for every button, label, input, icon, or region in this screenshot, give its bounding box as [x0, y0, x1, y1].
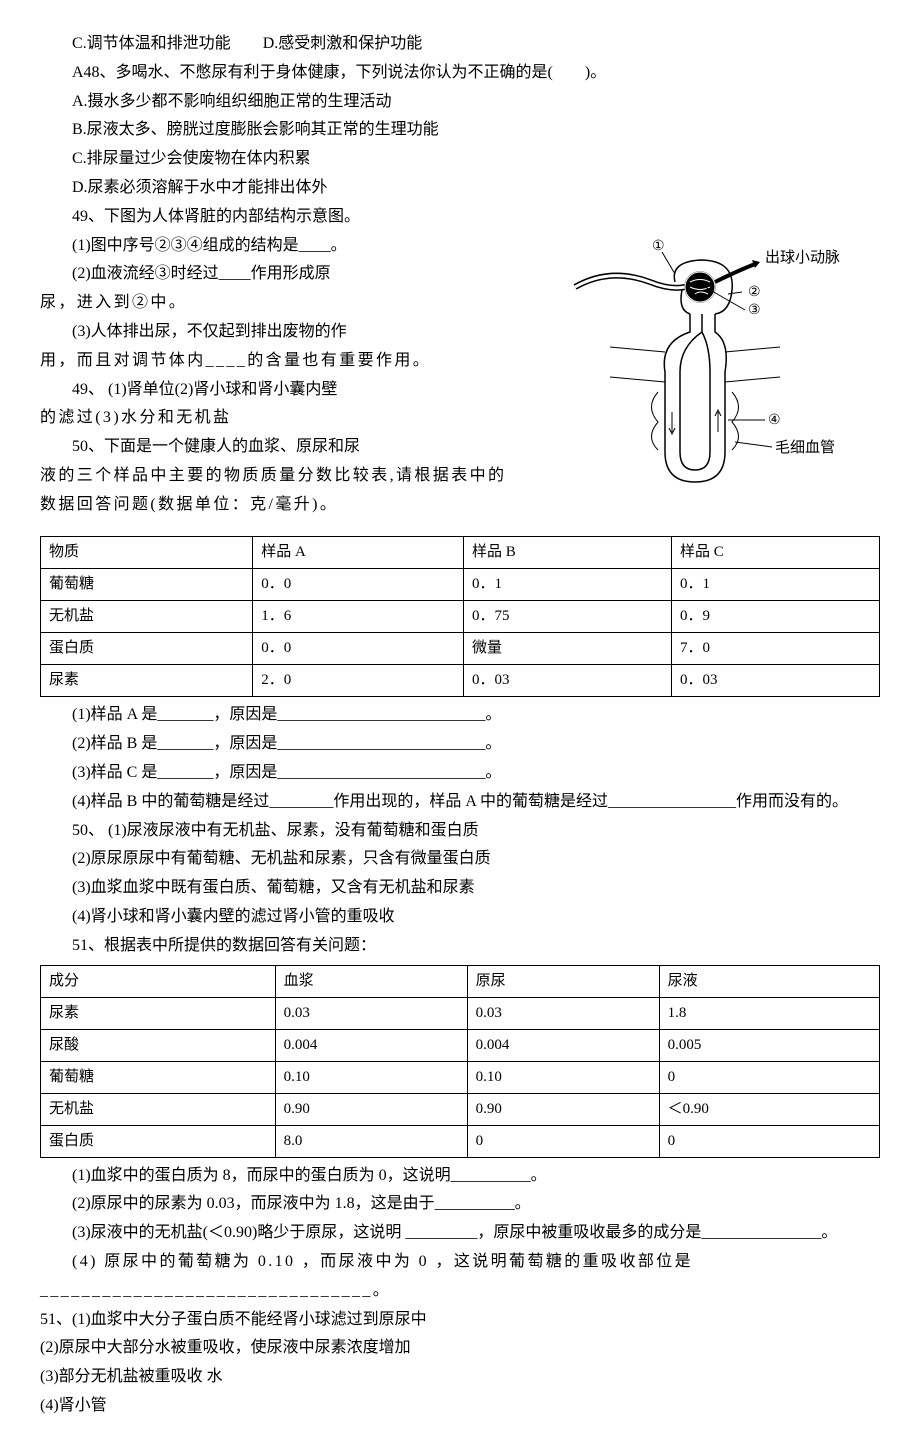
cell: 0.90 — [467, 1093, 659, 1125]
option-line-cd: C.调节体温和排泄功能 D.感受刺激和保护功能 — [40, 30, 880, 59]
cell: 7．0 — [672, 633, 880, 665]
q48-a: A.摄水多少都不影响组织细胞正常的生理活动 — [40, 88, 880, 117]
cell: 0.004 — [467, 1029, 659, 1061]
q48-stem: A48、多喝水、不憋尿有利于身体健康，下列说法你认为不正确的是( )。 — [40, 59, 880, 88]
q51-2: (2)原尿中的尿素为 0.03，而尿液中为 1.8，这是由于__________… — [40, 1190, 880, 1219]
diagram-num2: ② — [748, 285, 761, 300]
cell: 0 — [467, 1125, 659, 1157]
table-row: 葡萄糖 0.10 0.10 0 — [41, 1061, 880, 1093]
cell: 0．1 — [672, 569, 880, 601]
cell: 0.03 — [275, 997, 467, 1029]
q48-d: D.尿素必须溶解于水中才能排出体外 — [40, 174, 880, 203]
q50-stem-a: 50、下面是一个健康人的血浆、原尿和尿 — [72, 438, 360, 455]
q50-ans-3: (3)血浆血浆中既有蛋白质、葡萄糖，又含有无机盐和尿素 — [40, 874, 880, 903]
q51-stem: 51、根据表中所提供的数据回答有关问题： — [40, 932, 880, 961]
cell: 0.90 — [275, 1093, 467, 1125]
q50-3: (3)样品 C 是_______，原因是____________________… — [40, 759, 880, 788]
diagram-num4: ④ — [768, 413, 781, 428]
cell: 0．0 — [253, 633, 464, 665]
table-samples: 物质 样品 A 样品 B 样品 C 葡萄糖 0．0 0．1 0．1 无机盐 1．… — [40, 536, 880, 697]
q50-ans-4: (4)肾小球和肾小囊内壁的滤过肾小管的重吸收 — [40, 903, 880, 932]
cell: 0．9 — [672, 601, 880, 633]
q49-stem: 49、下图为人体肾脏的内部结构示意图。 — [40, 203, 880, 232]
q48-c: C.排尿量过少会使废物在体内积累 — [40, 145, 880, 174]
q51-1: (1)血浆中的蛋白质为 8，而尿中的蛋白质为 0，这说明__________。 — [40, 1162, 880, 1191]
table-row: 无机盐 1．6 0．75 0．9 — [41, 601, 880, 633]
option-c: C.调节体温和排泄功能 — [72, 35, 231, 52]
cell: 蛋白质 — [41, 1125, 276, 1157]
q51-3: (3)尿液中的无机盐(＜0.90)略少于原尿，这说明 _________，原尿中… — [40, 1219, 880, 1248]
cell: 8.0 — [275, 1125, 467, 1157]
document-body: C.调节体温和排泄功能 D.感受刺激和保护功能 A48、多喝水、不憋尿有利于身体… — [40, 30, 880, 1421]
cell: 0.10 — [467, 1061, 659, 1093]
cell: 1．6 — [253, 601, 464, 633]
cell: 0.004 — [275, 1029, 467, 1061]
q49-ans-a: 49、 (1)肾单位(2)肾小球和肾小囊内壁 — [72, 381, 337, 398]
diagram-label-bottom: 毛细血管 — [775, 439, 835, 456]
table-row: 无机盐 0.90 0.90 ＜0.90 — [41, 1093, 880, 1125]
th: 血浆 — [275, 965, 467, 997]
table-row: 尿酸 0.004 0.004 0.005 — [41, 1029, 880, 1061]
diagram-num1: ① — [652, 239, 665, 254]
q50-2: (2)样品 B 是_______，原因是____________________… — [40, 730, 880, 759]
q49-2b: 尿，进入到②中。 — [40, 294, 187, 311]
cell: 微量 — [464, 633, 672, 665]
cell: 尿素 — [41, 665, 253, 697]
diagram-label-top: 出球小动脉 — [765, 249, 840, 266]
th: 物质 — [41, 537, 253, 569]
q51-ans-1: 51、(1)血浆中大分子蛋白质不能经肾小球滤过到原尿中 — [40, 1306, 880, 1335]
th: 样品 C — [672, 537, 880, 569]
cell: 0．75 — [464, 601, 672, 633]
cell: 1.8 — [659, 997, 879, 1029]
cell: 葡萄糖 — [41, 1061, 276, 1093]
cell: 0．0 — [253, 569, 464, 601]
table-composition: 成分 血浆 原尿 尿液 尿素 0.03 0.03 1.8 尿酸 0.004 0.… — [40, 965, 880, 1158]
cell: 0．1 — [464, 569, 672, 601]
q50-ans-2: (2)原尿原尿中有葡萄糖、无机盐和尿素，只含有微量蛋白质 — [40, 845, 880, 874]
q48-b: B.尿液太多、膀胱过度膨胀会影响其正常的生理功能 — [40, 116, 880, 145]
table-row: 蛋白质 0．0 微量 7．0 — [41, 633, 880, 665]
table-row: 尿素 0.03 0.03 1.8 — [41, 997, 880, 1029]
cell: 葡萄糖 — [41, 569, 253, 601]
cell: 0．03 — [672, 665, 880, 697]
q51-ans-4: (4)肾小管 — [40, 1392, 880, 1421]
cell: 0 — [659, 1061, 879, 1093]
nephron-svg: ① ② ③ ④ 出球小动脉 毛细血管 — [570, 232, 880, 512]
q49-3a: (3)人体排出尿，不仅起到排出废物的作 — [72, 323, 347, 340]
q50-1: (1)样品 A 是_______，原因是____________________… — [40, 701, 880, 730]
cell: 0.03 — [467, 997, 659, 1029]
cell: 0.005 — [659, 1029, 879, 1061]
table-row: 尿素 2．0 0．03 0．03 — [41, 665, 880, 697]
q50-4: (4)样品 B 中的葡萄糖是经过________作用出现的，样品 A 中的葡萄糖… — [40, 788, 880, 817]
cell: 0 — [659, 1125, 879, 1157]
cell: 无机盐 — [41, 601, 253, 633]
table-row: 物质 样品 A 样品 B 样品 C — [41, 537, 880, 569]
q50-ans-1: 50、 (1)尿液尿液中有无机盐、尿素，没有葡萄糖和蛋白质 — [40, 817, 880, 846]
cell: 蛋白质 — [41, 633, 253, 665]
th: 样品 B — [464, 537, 672, 569]
q51-4: (4) 原尿中的葡萄糖为 0.10 ，而尿液中为 0 ，这说明葡萄糖的重吸收部位… — [40, 1248, 880, 1306]
cell: 尿素 — [41, 997, 276, 1029]
diagram-num3: ③ — [748, 303, 761, 318]
cell: 无机盐 — [41, 1093, 276, 1125]
option-d: D.感受刺激和保护功能 — [263, 35, 423, 52]
table-row: 蛋白质 8.0 0 0 — [41, 1125, 880, 1157]
th: 样品 A — [253, 537, 464, 569]
q51-ans-2: (2)原尿中大部分水被重吸收，使尿液中尿素浓度增加 — [40, 1334, 880, 1363]
cell: 0．03 — [464, 665, 672, 697]
kidney-diagram: ① ② ③ ④ 出球小动脉 毛细血管 — [570, 232, 880, 523]
th: 尿液 — [659, 965, 879, 997]
cell: ＜0.90 — [659, 1093, 879, 1125]
cell: 2．0 — [253, 665, 464, 697]
q51-ans-3: (3)部分无机盐被重吸收 水 — [40, 1363, 880, 1392]
th: 成分 — [41, 965, 276, 997]
table-row: 葡萄糖 0．0 0．1 0．1 — [41, 569, 880, 601]
cell: 0.10 — [275, 1061, 467, 1093]
q49-2a: (2)血液流经③时经过____作用形成原 — [72, 265, 331, 282]
table-row: 成分 血浆 原尿 尿液 — [41, 965, 880, 997]
th: 原尿 — [467, 965, 659, 997]
cell: 尿酸 — [41, 1029, 276, 1061]
